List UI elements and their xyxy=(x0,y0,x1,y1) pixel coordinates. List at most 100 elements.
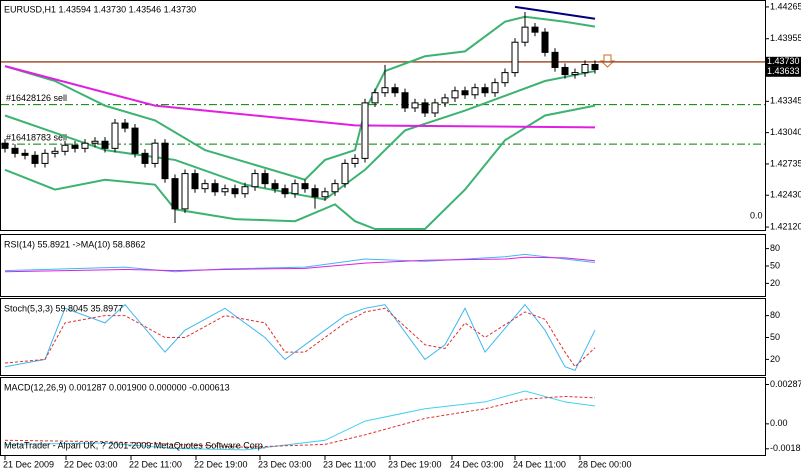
candle-body xyxy=(51,150,59,154)
y-tick-label: 50 xyxy=(770,332,780,342)
indicator-line xyxy=(4,256,596,273)
candle-body xyxy=(261,173,269,185)
indicator-line xyxy=(4,307,596,368)
y-tick-label: 80 xyxy=(770,243,780,253)
x-tick-label: 21 Dec 2009 xyxy=(3,459,54,469)
candle-body xyxy=(551,51,559,68)
candle-body xyxy=(271,183,279,190)
candle-body xyxy=(351,157,359,164)
indicator-line xyxy=(4,15,596,181)
candle-body xyxy=(301,183,309,190)
candle-body xyxy=(481,87,489,94)
candle-body xyxy=(281,188,289,195)
candle-body xyxy=(501,72,509,84)
y-tick-label: 1.42120 xyxy=(770,221,801,231)
candle-body xyxy=(111,122,119,149)
x-tick-label: 24 Dec 03:00 xyxy=(450,459,504,469)
x-tick-label: 23 Dec 03:00 xyxy=(258,459,312,469)
pane-title: RSI(14) 55.8921 ->MA(10) 58.8862 xyxy=(4,239,145,249)
volume-label: 0.0 xyxy=(750,210,763,220)
candle-body xyxy=(471,87,479,96)
price-label: 1.43633 xyxy=(767,66,800,76)
x-tick-label: 23 Dec 11:00 xyxy=(323,459,376,469)
candle-body xyxy=(401,92,409,109)
candle-body xyxy=(371,92,379,104)
candle-body xyxy=(31,154,39,164)
price-box xyxy=(766,66,801,77)
y-tick-label: 1.42735 xyxy=(770,158,801,168)
macd-pane xyxy=(0,377,766,456)
candle-body xyxy=(151,142,159,164)
candle-body xyxy=(571,72,579,76)
y-tick-label: 80 xyxy=(770,310,780,320)
indicator-line xyxy=(514,5,596,20)
main-pane xyxy=(0,0,766,231)
candle-body xyxy=(181,173,189,210)
candle-body xyxy=(161,142,169,180)
candle-body xyxy=(71,144,79,149)
candle-body xyxy=(431,102,439,114)
y-tick-label: -0.00182 xyxy=(770,443,801,453)
y-tick-label: 20 xyxy=(770,354,780,364)
candle-body xyxy=(201,183,209,190)
indicator-line xyxy=(4,303,596,371)
y-tick-label: 1.43345 xyxy=(770,96,801,106)
x-tick-label: 22 Dec 19:00 xyxy=(194,459,248,469)
candle-body xyxy=(251,173,259,188)
candle-body xyxy=(331,183,339,193)
candle-body xyxy=(441,97,449,104)
copyright: MetaTrader - Alpari UK, ? 2001-2009 Meta… xyxy=(4,440,265,450)
candle-body xyxy=(21,152,29,156)
x-tick-label: 23 Dec 19:00 xyxy=(388,459,442,469)
candle-body xyxy=(191,173,199,190)
candle-body xyxy=(451,90,459,99)
candle-body xyxy=(141,152,149,164)
candle-body xyxy=(561,66,569,76)
candle-body xyxy=(311,188,319,198)
position-arrow xyxy=(599,54,616,68)
y-tick-label: 1.44265 xyxy=(770,1,801,11)
indicator-line xyxy=(4,395,596,448)
candle-body xyxy=(91,140,99,144)
candle-body xyxy=(211,183,219,193)
candle-body xyxy=(361,102,369,159)
x-tick-label: 28 Dec 00:00 xyxy=(578,459,632,469)
candle-body xyxy=(321,191,329,198)
candle-body xyxy=(11,147,19,154)
candle-body xyxy=(421,102,429,114)
candle-body xyxy=(1,142,9,149)
candle-body xyxy=(411,102,419,109)
candle-body xyxy=(81,142,89,149)
price-label: 1.43730 xyxy=(767,56,800,66)
candle-body xyxy=(381,87,389,94)
y-tick-label: 1.42430 xyxy=(770,190,801,200)
candle-body xyxy=(531,26,539,33)
order-label: #16418783 sell xyxy=(6,133,67,143)
candle-body xyxy=(491,82,499,94)
candle-body xyxy=(581,63,589,74)
candle-body xyxy=(61,144,69,152)
candle-body xyxy=(221,188,229,193)
candle-body xyxy=(341,162,349,185)
candle-body xyxy=(231,188,239,195)
y-tick-label: 0.00 xyxy=(770,418,788,428)
y-tick-label: 0.002871 xyxy=(770,379,801,389)
indicator-line xyxy=(4,390,596,451)
x-tick-label: 22 Dec 11:00 xyxy=(129,459,182,469)
candle-body xyxy=(101,140,109,149)
indicator-line xyxy=(4,253,596,273)
pane-title: MACD(12,26,9) 0.001287 0.001900 0.000000… xyxy=(4,382,230,392)
candle-body xyxy=(541,31,549,53)
candle-body xyxy=(171,178,179,210)
indicator-line xyxy=(4,104,596,230)
pane-title: Stoch(5,3,3) 59.8045 35.8977 xyxy=(4,303,123,313)
y-tick-label: 1.43955 xyxy=(770,33,801,43)
candle-body xyxy=(511,41,519,74)
candle-body xyxy=(591,63,599,71)
y-tick-label: 1.43040 xyxy=(770,127,801,137)
x-tick-label: 24 Dec 11:00 xyxy=(513,459,566,469)
pane-title: EURUSD,H1 1.43594 1.43730 1.43546 1.4373… xyxy=(4,4,196,14)
price-box xyxy=(766,56,801,67)
